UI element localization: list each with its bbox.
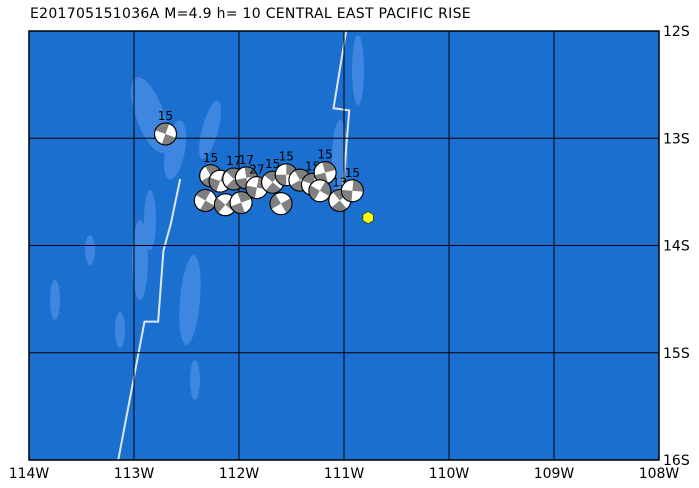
beachball-outline: [229, 191, 253, 215]
shallow-area: [179, 255, 201, 345]
compression-quadrant: [244, 166, 258, 178]
lat-tick-label: 14S: [663, 239, 690, 255]
depth-label: 15: [203, 151, 218, 165]
beachball: [193, 188, 217, 212]
ridge-lines: [117, 30, 351, 461]
compression-quadrant: [294, 169, 310, 181]
compression-quadrant: [308, 185, 320, 201]
grid-lines: [28, 30, 660, 461]
depth-label: 15: [317, 148, 332, 162]
compression-quadrant: [341, 189, 353, 202]
axis-ticks: 114W 113W 112W 111W 110W 109W 108W 12S 13S 14S 15S…: [9, 24, 690, 482]
compression-quadrant: [331, 200, 347, 212]
compression-quadrant: [275, 174, 287, 186]
compression-quadrant: [214, 197, 226, 214]
shallow-area: [352, 35, 364, 105]
shallow-area: [50, 280, 60, 320]
shallow-area: [132, 220, 148, 300]
beachball-outline: [154, 122, 177, 146]
lon-tick-label: 112W: [219, 466, 260, 482]
compression-quadrant: [195, 189, 211, 201]
lon-tick-label: 110W: [429, 466, 470, 482]
lon-tick-label: 113W: [114, 466, 155, 482]
compression-quadrant: [290, 180, 306, 192]
compression-quadrant: [270, 194, 281, 210]
beachball-outline: [340, 179, 364, 203]
beachball-outline: [308, 179, 332, 203]
depth-label: 15: [345, 166, 360, 180]
map-title: E201705151036A M=4.9 h= 10 CENTRAL EAST …: [30, 6, 471, 22]
compression-quadrant: [199, 200, 215, 212]
compression-quadrant: [352, 179, 364, 192]
map-frame: [28, 30, 660, 461]
depth-label: 15: [158, 109, 173, 123]
depth-label: 27: [249, 163, 264, 177]
lat-tick-label: 12S: [663, 24, 690, 40]
compression-quadrant: [205, 164, 221, 176]
beachball-outline: [269, 192, 293, 216]
depth-label: 17: [239, 153, 254, 167]
shallow-area: [115, 312, 125, 348]
lat-tick-label: 16S: [663, 453, 690, 469]
ridge-segment: [117, 178, 182, 461]
beachball: [269, 192, 293, 216]
shallow-area: [199, 100, 221, 160]
lon-tick-label: 109W: [534, 466, 575, 482]
compression-quadrant: [225, 179, 242, 191]
beachball: 15: [154, 109, 177, 146]
lon-tick-label: 108W: [639, 466, 680, 482]
compression-quadrant: [235, 177, 249, 189]
compression-quadrant: [245, 185, 257, 199]
shallow-area: [85, 235, 95, 265]
compression-quadrant: [281, 198, 292, 214]
beachball: [308, 179, 332, 203]
depth-label: 17: [226, 154, 241, 168]
lat-tick-label: 13S: [663, 131, 690, 147]
ridge-segment: [332, 30, 351, 201]
lon-tick-label: 114W: [9, 466, 50, 482]
beachball: [229, 191, 253, 215]
depth-label: 15: [265, 157, 280, 171]
epicenter-marker: [362, 211, 374, 224]
shallow-area: [190, 360, 200, 400]
beachball: 15: [340, 166, 364, 203]
compression-quadrant: [319, 181, 331, 197]
lat-tick-label: 15S: [663, 346, 690, 362]
compression-quadrant: [265, 182, 282, 194]
shallow-area: [144, 190, 156, 250]
lon-tick-label: 111W: [324, 466, 365, 482]
depth-label: 15: [279, 150, 294, 164]
